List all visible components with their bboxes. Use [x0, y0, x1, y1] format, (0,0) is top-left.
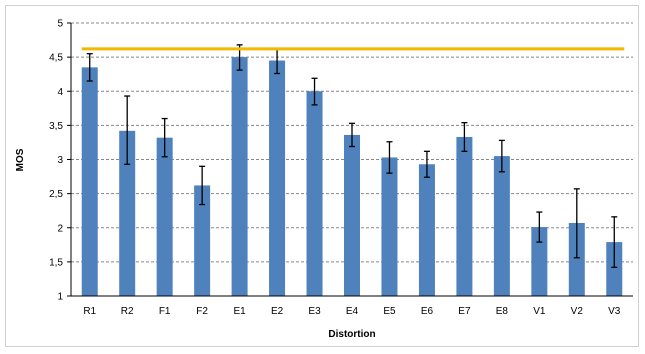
error-bars [86, 44, 618, 268]
y-tick-label: 3,5 [49, 121, 63, 132]
x-tick-label: E8 [496, 306, 509, 317]
bar-r1 [81, 67, 98, 296]
bar-e8 [493, 156, 510, 296]
bar-v2 [568, 222, 585, 296]
bar-e2 [269, 60, 286, 296]
y-tick-label: 4 [57, 87, 63, 98]
x-tick-label: F1 [159, 306, 171, 317]
x-tick-label: E1 [233, 306, 246, 317]
bar-f1 [156, 137, 173, 296]
bar-e1 [231, 57, 248, 296]
bar-r2 [119, 130, 136, 296]
x-tick-label: R2 [121, 306, 134, 317]
x-tick-label: E4 [346, 306, 359, 317]
bar-e5 [381, 157, 398, 296]
x-axis-title: Distortion [328, 329, 375, 340]
bars [81, 57, 623, 296]
x-tick-label: E3 [308, 306, 321, 317]
x-tick-label: F2 [196, 306, 208, 317]
bar-e6 [418, 164, 435, 296]
x-tick-label: V1 [533, 306, 546, 317]
y-tick-label: 1,5 [49, 257, 63, 268]
bar-e4 [344, 134, 360, 296]
x-tick-label: V3 [608, 306, 621, 317]
y-tick-label: 4,5 [49, 53, 63, 64]
bar-f2 [194, 185, 211, 296]
x-tick-label: V2 [571, 306, 584, 317]
y-tick-label: 2 [57, 223, 63, 234]
bar-e7 [456, 136, 473, 296]
bar-e3 [306, 91, 323, 296]
axes [67, 22, 633, 297]
y-tick-label: 2,5 [49, 189, 63, 200]
x-tick-label: E6 [421, 306, 434, 317]
x-tick-label: E5 [383, 306, 396, 317]
bar-v1 [531, 227, 548, 296]
y-tick-labels: 1 1,5 2 2,5 3 3,5 4 4,5 5 [49, 19, 63, 303]
y-axis-title: MOS [15, 148, 26, 171]
x-tick-label: R1 [83, 306, 96, 317]
y-tick-label: 5 [57, 19, 63, 30]
x-tick-label: E2 [271, 306, 284, 317]
bar-v3 [606, 242, 623, 296]
x-tick-labels: R1 R2 F1 F2 E1 E2 E3 E4 E5 E6 E7 E8 V1 V2 V3 [83, 306, 620, 317]
y-tick-label: 3 [57, 155, 63, 166]
y-tick-label: 1 [57, 292, 63, 303]
x-tick-label: E7 [458, 306, 471, 317]
